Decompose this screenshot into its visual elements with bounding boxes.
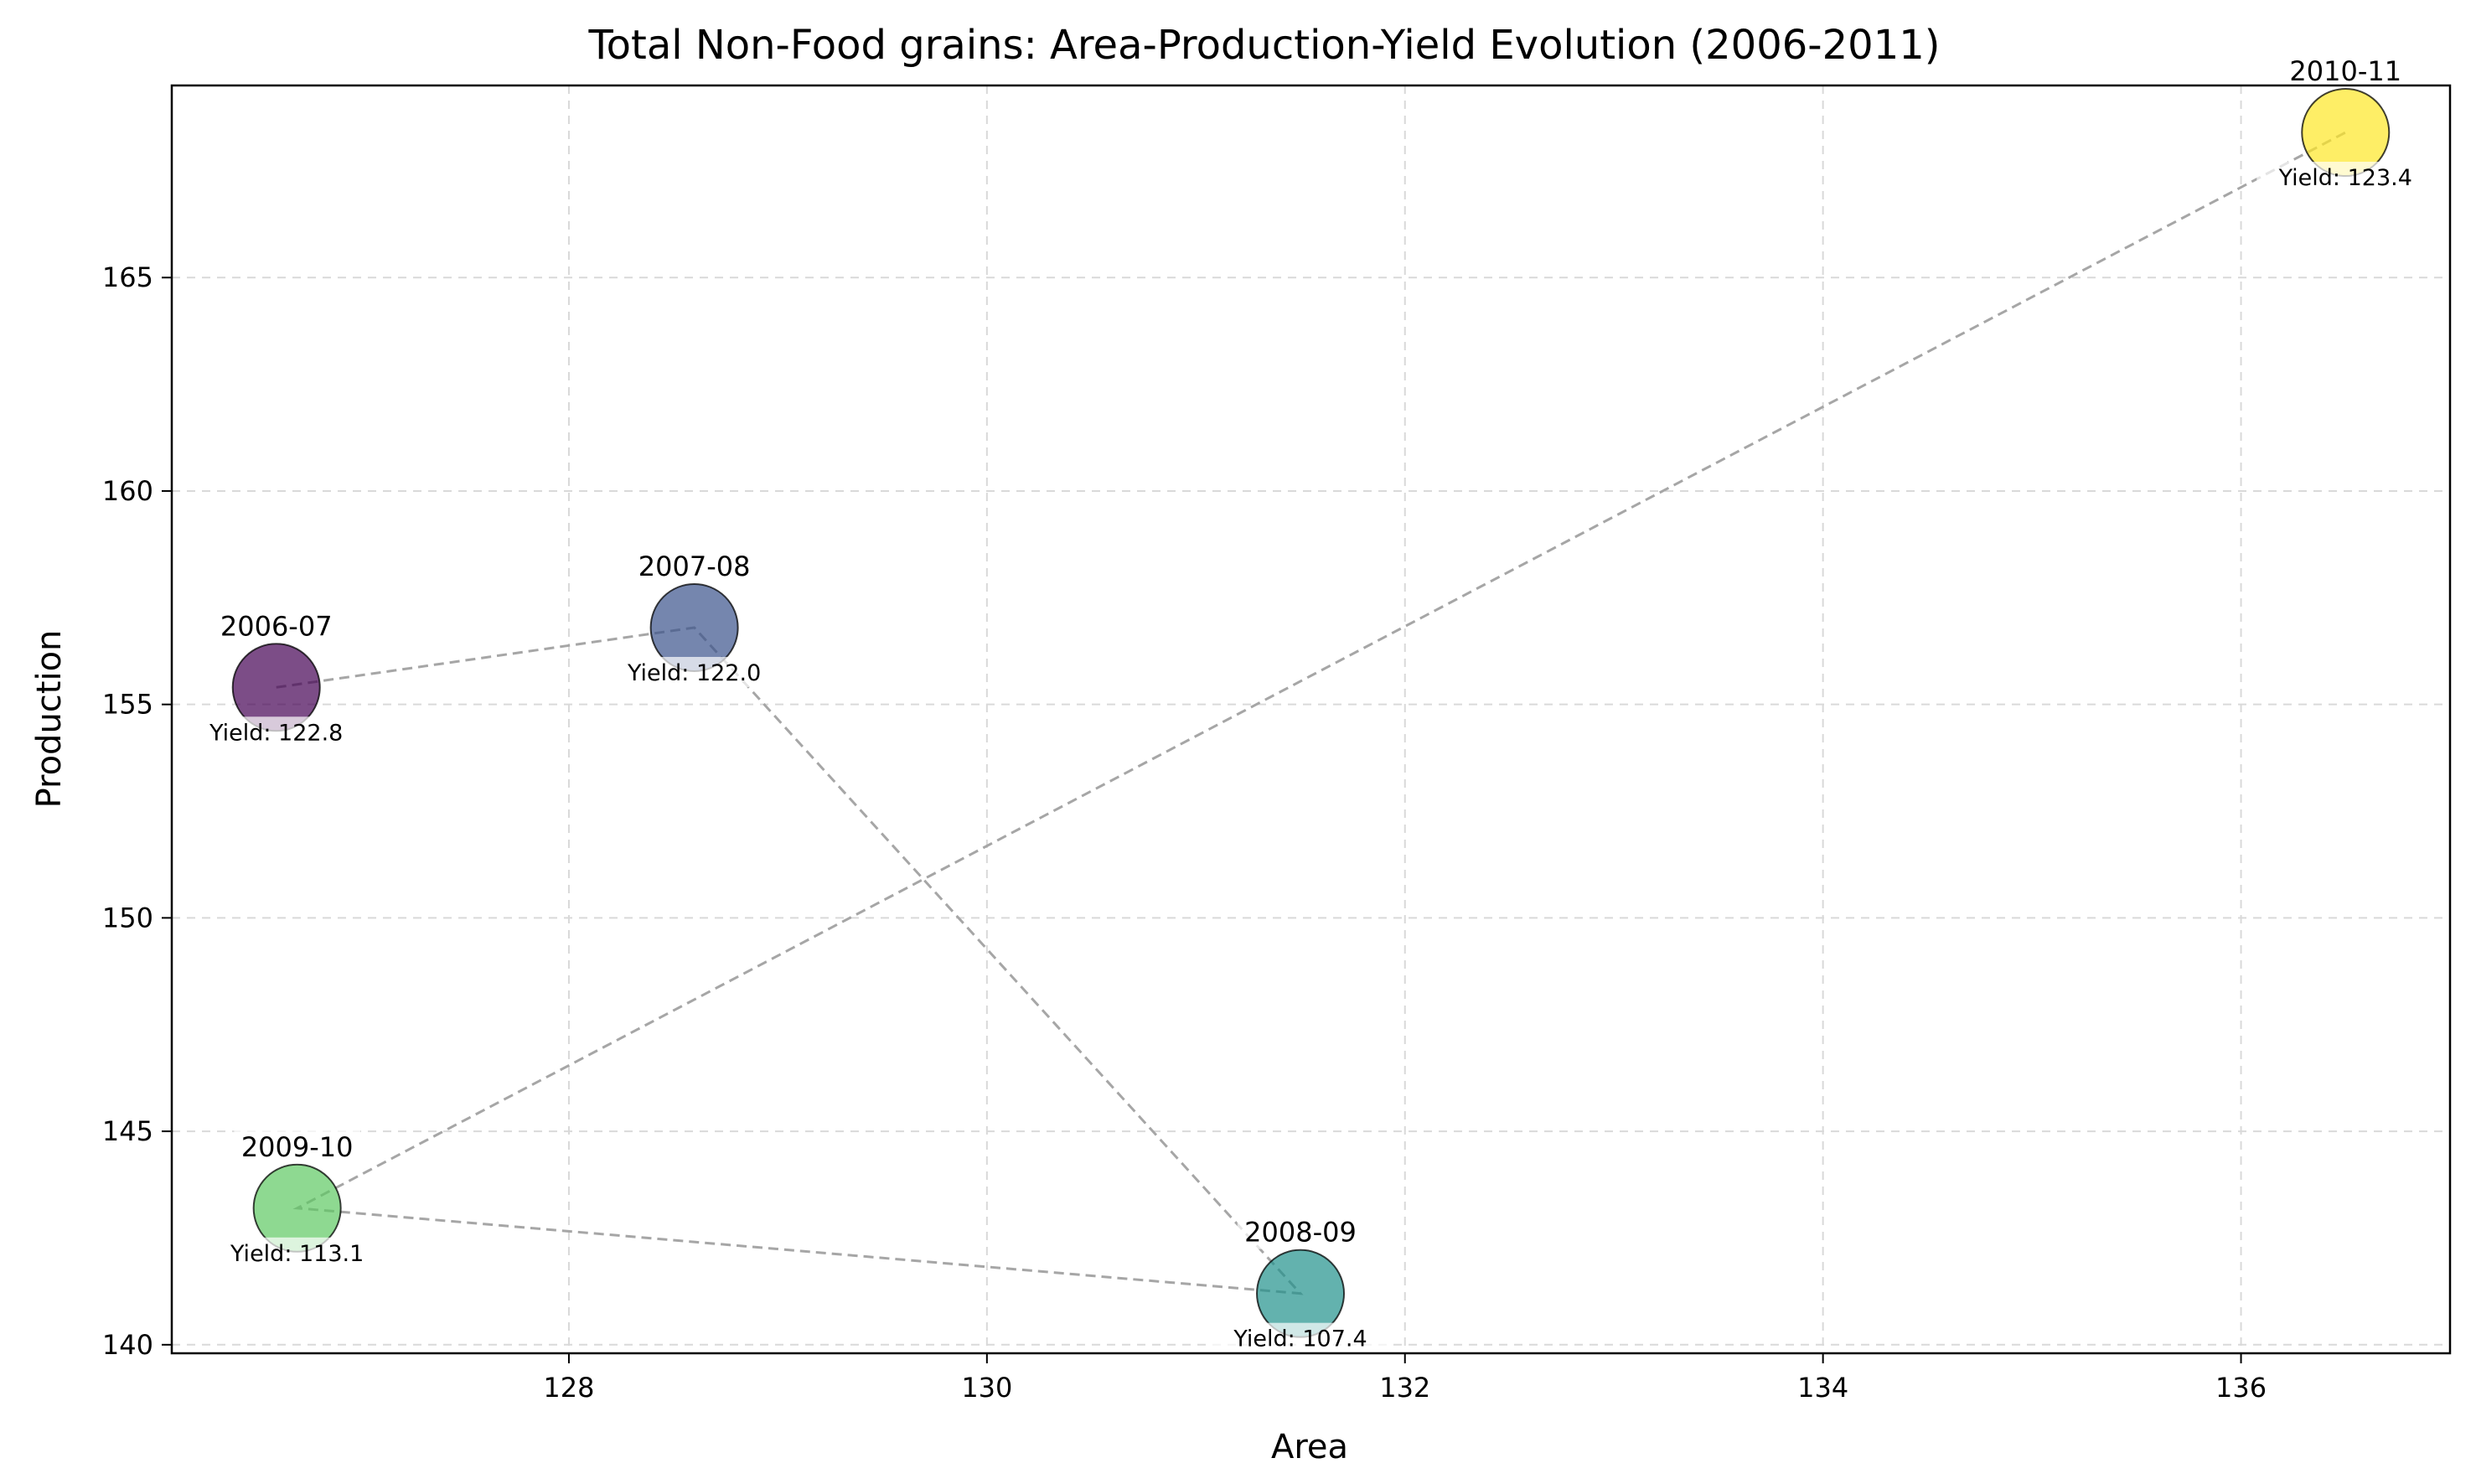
point-label: 2006-07 [220, 610, 333, 642]
point-label-background [213, 609, 339, 644]
x-tick-label: 132 [1379, 1372, 1430, 1404]
yield-label-background [208, 1237, 386, 1268]
yield-label: Yield: 113.1 [230, 1241, 364, 1267]
y-tick-label: 160 [102, 475, 153, 507]
yield-label: Yield: 122.8 [209, 720, 343, 746]
point-label: 2010-11 [2289, 55, 2401, 87]
evolution-line [276, 131, 2346, 1295]
x-axis-label: Area [1271, 1428, 1348, 1466]
plot-frame [170, 84, 2452, 1355]
point-label-background [1237, 1215, 1364, 1249]
yield-label-background [605, 656, 783, 687]
y-tick-label: 145 [102, 1115, 153, 1147]
y-tick-label: 165 [102, 261, 153, 293]
evolution-path [276, 131, 2346, 1295]
point-label-background [234, 1130, 360, 1164]
y-axis-label: Production [30, 630, 69, 809]
y-tick-label: 155 [102, 689, 153, 721]
x-tick-label: 136 [2215, 1372, 2267, 1404]
x-tick-label: 130 [961, 1372, 1012, 1404]
yield-label: Yield: 122.0 [627, 660, 761, 686]
point-label: 2007-08 [638, 551, 751, 582]
yield-label-background [2256, 162, 2435, 193]
grid [172, 85, 2450, 1353]
yield-label: Yield: 123.4 [2278, 165, 2412, 191]
point-labels: 2006-07 Yield: 122.8 2007-08 Yield: 122.0 20… [187, 54, 2435, 1353]
point-label: 2008-09 [1244, 1217, 1357, 1249]
yield-label: Yield: 107.4 [1233, 1326, 1367, 1352]
point-label-background [631, 549, 757, 583]
chart-title: Total Non-Food grains: Area-Production-Y… [587, 22, 1940, 69]
yield-label-background [1212, 1322, 1390, 1353]
point-label: 2009-10 [241, 1131, 354, 1163]
axis-ticks: 128 130 132 134 136 140 145 150 155 160 165 [102, 261, 2267, 1404]
x-tick-label: 134 [1797, 1372, 1848, 1404]
y-tick-label: 150 [102, 902, 153, 933]
point-label-background [2282, 54, 2409, 89]
y-tick-label: 140 [102, 1329, 153, 1361]
bubbles [231, 88, 2391, 1338]
x-tick-label: 128 [543, 1372, 594, 1404]
yield-label-background [187, 716, 365, 747]
